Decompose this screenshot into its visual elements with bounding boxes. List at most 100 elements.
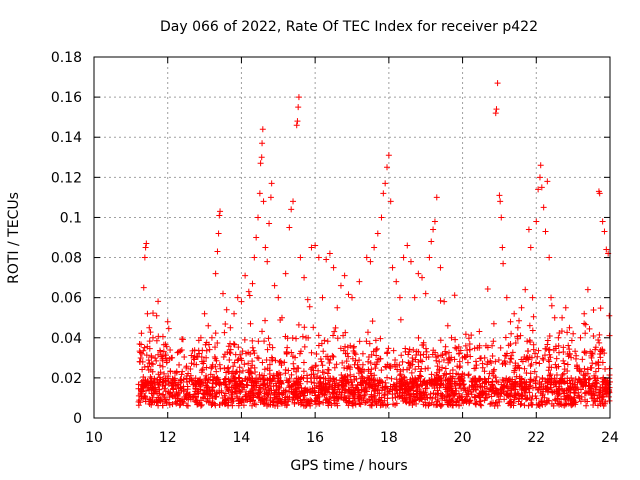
data-point [222,375,229,382]
data-point [290,198,297,205]
data-point [247,369,254,376]
data-point [217,365,224,372]
data-point [510,382,517,389]
data-point [144,310,151,317]
data-point [312,397,319,404]
data-point [603,390,610,397]
data-point [490,399,497,406]
data-point [143,240,150,247]
data-point [241,361,248,368]
data-point [573,365,580,372]
data-point [527,338,534,345]
data-point [179,368,186,375]
data-point [488,359,495,366]
data-point [498,214,505,221]
data-point [198,367,205,374]
data-point [546,364,553,371]
data-point [312,362,319,369]
data-point [281,359,288,366]
data-point [536,174,543,181]
data-point [400,373,407,380]
data-point [301,343,308,350]
y-tick-label: 0.14 [51,130,82,146]
data-point [295,104,302,111]
data-point [439,391,446,398]
data-point [409,361,416,368]
data-point [489,353,496,360]
data-point [294,394,301,401]
data-point [495,356,502,363]
data-point [497,198,504,205]
data-point [291,380,298,387]
data-point [539,375,546,382]
data-point [286,224,293,231]
data-point [330,332,337,339]
data-point [531,377,538,384]
data-point [227,346,234,353]
data-point [349,294,355,301]
data-point [471,345,478,352]
data-point [493,378,500,385]
data-point [535,347,542,354]
data-point [206,391,213,398]
data-point [304,296,311,303]
data-point [348,387,355,394]
data-point [586,382,593,389]
data-point [398,352,405,359]
data-point [511,393,518,400]
tick-layer: 10 12 14 16 18 20 22 24 0 0.02 0.04 0.06 0.08 0.1 0.12… [51,50,619,446]
data-point [282,270,289,277]
data-point [177,348,184,355]
data-point [206,346,213,353]
data-point [417,368,424,375]
data-point [266,341,273,348]
data-point [176,361,183,368]
data-point [168,354,175,361]
data-point [189,393,196,400]
data-point [332,400,339,407]
data-point [259,359,266,366]
data-point [145,367,152,374]
data-point [545,367,552,374]
data-point [213,357,220,364]
data-point [315,342,322,349]
data-point [155,298,162,305]
data-point [185,402,192,409]
data-point [502,361,509,368]
data-point [404,242,411,249]
data-point [580,382,587,389]
data-point [409,355,416,362]
data-point [258,154,265,161]
plot-frame [93,56,611,419]
data-point [326,250,333,257]
data-point [201,310,208,317]
data-point [213,368,220,375]
data-point [385,345,392,352]
data-point [263,356,270,363]
data-point [525,226,532,233]
data-point [537,162,544,169]
data-point [463,399,470,406]
y-tick-label: 0.08 [51,251,82,267]
data-point [588,354,595,361]
data-point [327,393,334,400]
data-point [136,340,143,347]
data-point [443,350,450,357]
data-point [224,386,231,393]
data-point [354,387,361,394]
data-point [261,372,268,379]
data-point [377,335,384,342]
data-point [368,351,375,358]
data-point [212,363,219,370]
data-point [356,400,363,407]
data-point [603,246,610,253]
data-point [348,400,355,407]
data-point [293,335,300,342]
data-point [371,244,378,251]
data-point [300,374,307,381]
data-point [176,389,183,396]
data-point [235,344,242,351]
data-point [451,391,458,398]
data-point [441,298,448,305]
data-point [290,360,297,367]
